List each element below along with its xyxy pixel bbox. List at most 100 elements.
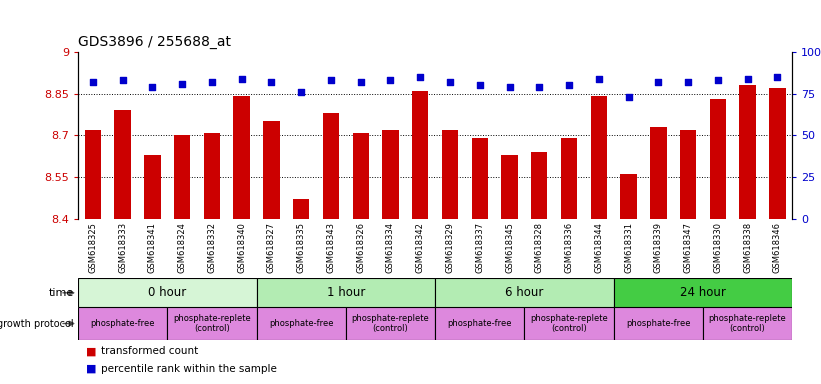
Text: phosphate-replete
(control): phosphate-replete (control): [351, 314, 429, 333]
Point: [354, 79, 367, 85]
Text: phosphate-free: phosphate-free: [269, 319, 333, 328]
Bar: [323, 113, 339, 219]
Text: GSM618346: GSM618346: [773, 222, 782, 273]
Bar: [525, 307, 614, 340]
Bar: [614, 307, 703, 340]
Text: phosphate-free: phosphate-free: [626, 319, 690, 328]
Point: [681, 79, 695, 85]
Text: GSM618334: GSM618334: [386, 222, 395, 273]
Text: percentile rank within the sample: percentile rank within the sample: [101, 364, 277, 374]
Text: phosphate-free: phosphate-free: [447, 319, 512, 328]
Bar: [703, 307, 792, 340]
Text: phosphate-replete
(control): phosphate-replete (control): [530, 314, 608, 333]
Text: GSM618336: GSM618336: [565, 222, 574, 273]
Bar: [257, 278, 435, 307]
Bar: [614, 278, 792, 307]
Point: [265, 79, 278, 85]
Text: GSM618342: GSM618342: [415, 222, 424, 273]
Text: GSM618347: GSM618347: [684, 222, 693, 273]
Text: phosphate-replete
(control): phosphate-replete (control): [709, 314, 787, 333]
Text: 6 hour: 6 hour: [505, 286, 544, 299]
Text: GSM618326: GSM618326: [356, 222, 365, 273]
Text: GDS3896 / 255688_at: GDS3896 / 255688_at: [78, 35, 231, 50]
Bar: [257, 307, 346, 340]
Bar: [590, 96, 607, 219]
Point: [562, 82, 576, 88]
Bar: [144, 155, 161, 219]
Bar: [412, 91, 429, 219]
Bar: [264, 121, 280, 219]
Bar: [709, 99, 726, 219]
Point: [235, 76, 248, 82]
Point: [295, 89, 308, 95]
Point: [414, 74, 427, 80]
Bar: [78, 307, 167, 340]
Text: GSM618332: GSM618332: [208, 222, 217, 273]
Bar: [233, 96, 250, 219]
Text: phosphate-free: phosphate-free: [90, 319, 155, 328]
Text: GSM618343: GSM618343: [327, 222, 336, 273]
Text: 1 hour: 1 hour: [327, 286, 365, 299]
Text: GSM618345: GSM618345: [505, 222, 514, 273]
Text: GSM618328: GSM618328: [534, 222, 544, 273]
Text: GSM618338: GSM618338: [743, 222, 752, 273]
Bar: [650, 127, 667, 219]
Bar: [502, 155, 518, 219]
Text: 24 hour: 24 hour: [680, 286, 726, 299]
Text: GSM618337: GSM618337: [475, 222, 484, 273]
Text: GSM618333: GSM618333: [118, 222, 127, 273]
Bar: [293, 199, 310, 219]
Point: [622, 94, 635, 100]
Point: [652, 79, 665, 85]
Text: GSM618331: GSM618331: [624, 222, 633, 273]
Bar: [114, 110, 131, 219]
Bar: [531, 152, 548, 219]
Point: [324, 77, 337, 83]
Text: GSM618340: GSM618340: [237, 222, 246, 273]
Bar: [769, 88, 786, 219]
Text: GSM618325: GSM618325: [89, 222, 98, 273]
Text: 0 hour: 0 hour: [148, 286, 186, 299]
Point: [711, 77, 724, 83]
Text: GSM618335: GSM618335: [296, 222, 305, 273]
Bar: [346, 307, 435, 340]
Bar: [680, 130, 696, 219]
Point: [503, 84, 516, 90]
Text: transformed count: transformed count: [101, 346, 198, 356]
Bar: [174, 136, 190, 219]
Point: [176, 81, 189, 87]
Text: GSM618329: GSM618329: [446, 222, 455, 273]
Point: [741, 76, 754, 82]
Point: [116, 77, 129, 83]
Bar: [383, 130, 399, 219]
Point: [384, 77, 397, 83]
Text: GSM618344: GSM618344: [594, 222, 603, 273]
Point: [86, 79, 99, 85]
Point: [205, 79, 218, 85]
Bar: [167, 307, 257, 340]
Bar: [204, 132, 220, 219]
Point: [592, 76, 605, 82]
Point: [146, 84, 159, 90]
Point: [771, 74, 784, 80]
Text: GSM618330: GSM618330: [713, 222, 722, 273]
Text: ■: ■: [86, 364, 100, 374]
Text: GSM618324: GSM618324: [177, 222, 186, 273]
Bar: [561, 138, 577, 219]
Bar: [85, 130, 101, 219]
Text: GSM618327: GSM618327: [267, 222, 276, 273]
Text: time: time: [48, 288, 74, 298]
Text: phosphate-replete
(control): phosphate-replete (control): [173, 314, 250, 333]
Text: GSM618341: GSM618341: [148, 222, 157, 273]
Bar: [78, 278, 257, 307]
Text: GSM618339: GSM618339: [654, 222, 663, 273]
Bar: [435, 307, 525, 340]
Point: [443, 79, 456, 85]
Bar: [471, 138, 488, 219]
Text: growth protocol: growth protocol: [0, 318, 74, 329]
Text: ■: ■: [86, 346, 100, 356]
Bar: [621, 174, 637, 219]
Bar: [435, 278, 614, 307]
Point: [533, 84, 546, 90]
Point: [473, 82, 486, 88]
